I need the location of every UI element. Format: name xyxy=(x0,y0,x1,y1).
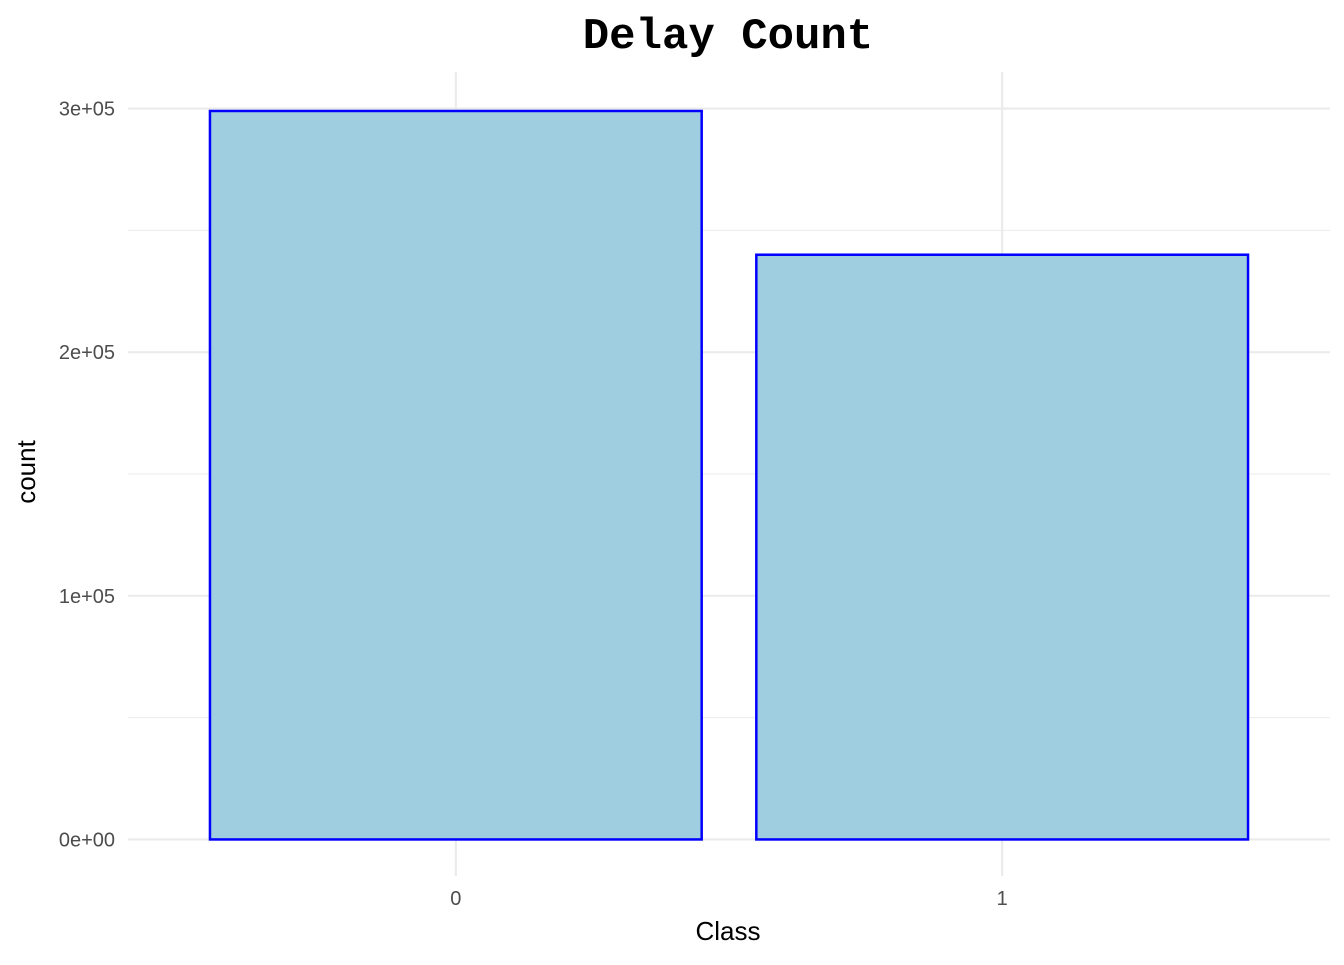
y-tick-label: 3e+05 xyxy=(59,99,115,121)
bar-class-0 xyxy=(208,109,703,841)
x-tick-label: 1 xyxy=(997,888,1008,910)
chart-title: Delay Count xyxy=(583,12,873,62)
bar-class-1 xyxy=(755,253,1250,841)
x-tick-label: 0 xyxy=(450,888,461,910)
y-tick-label: 1e+05 xyxy=(59,586,115,608)
bars-layer xyxy=(208,109,1250,841)
y-axis-title: count xyxy=(11,439,41,503)
y-tick-label: 2e+05 xyxy=(59,342,115,364)
tick-labels-layer: 0e+00 1e+05 2e+05 3e+05 0 1 xyxy=(59,99,1008,910)
x-axis-title: Class xyxy=(695,916,760,946)
y-tick-label: 0e+00 xyxy=(59,829,115,851)
